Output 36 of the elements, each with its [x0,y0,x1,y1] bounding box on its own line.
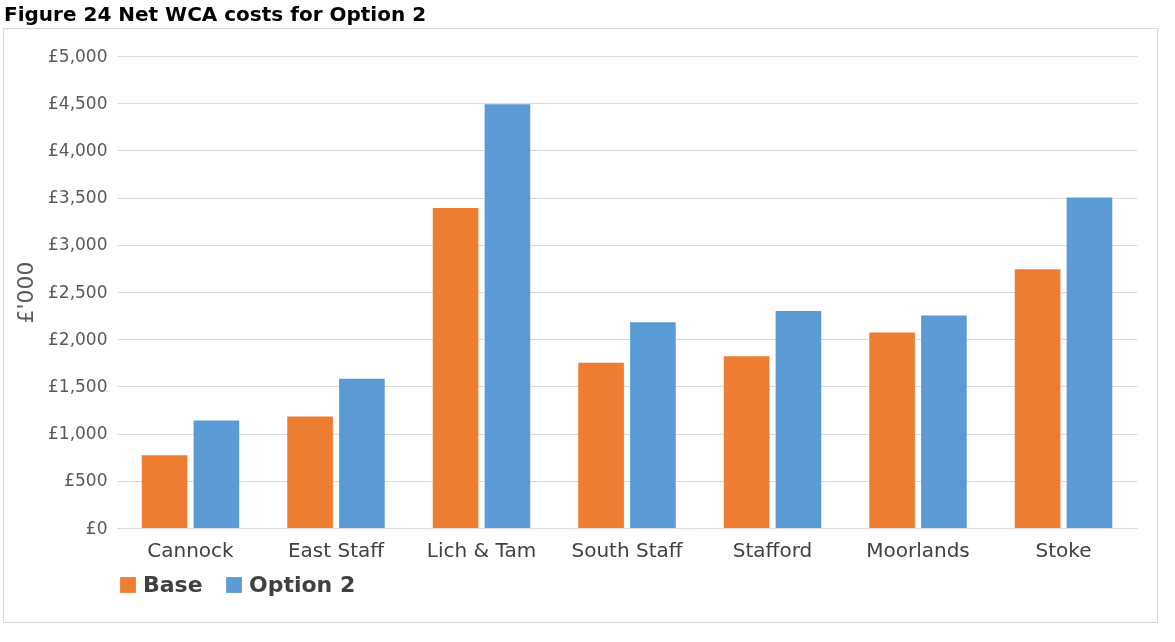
x-tick-label: Moorlands [866,537,970,562]
y-tick-label: £3,000 [48,234,108,255]
bar [775,310,822,528]
y-tick-label: £2,000 [48,328,108,349]
bar [339,378,385,528]
legend-label: Option 2 [249,572,356,597]
y-tick-label: £5,000 [48,45,108,66]
y-tick-label: £1,500 [48,375,108,396]
x-tick-label: Stafford [732,537,813,562]
y-tick-label: £500 [64,470,108,491]
bar [141,455,188,528]
x-tick-label: East Staff [287,537,386,562]
x-tick-label: Lich & Tam [426,537,537,562]
legend-label: Base [143,572,203,597]
bar [193,420,240,528]
bar [432,207,479,528]
x-tick-label: Stoke [1035,537,1092,562]
bar [287,416,333,528]
chart-title: Figure 24 Net WCA costs for Option 2 [3,1,428,28]
y-tick-label: £1,000 [48,423,108,444]
bar [1066,197,1113,528]
bar [1014,269,1061,528]
y-tick-label: £2,500 [48,281,108,302]
bar [630,322,676,528]
x-tick-label: South Staff [571,537,684,562]
y-tick-label: £4,500 [48,92,108,113]
y-tick-label: £4,000 [48,139,108,160]
bar [723,356,770,528]
bar [869,332,915,528]
bar [921,315,967,528]
bar [578,362,624,528]
y-tick-label: £3,500 [48,187,108,208]
x-tick-label: Cannock [147,537,235,562]
y-axis-title: £'000 [13,261,39,324]
bar [484,104,531,528]
y-tick-label: £0 [85,517,108,538]
